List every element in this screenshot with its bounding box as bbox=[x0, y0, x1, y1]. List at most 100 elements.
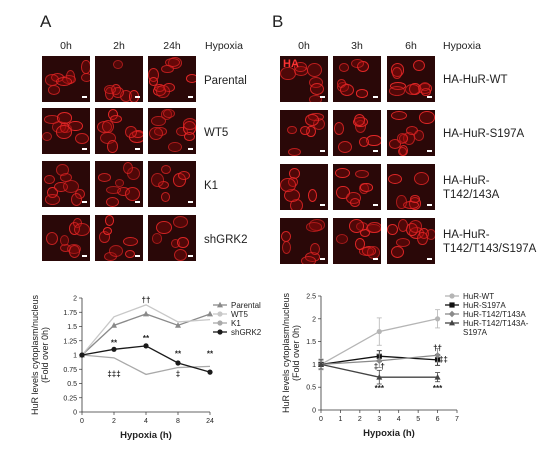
cell-blob bbox=[340, 84, 354, 97]
cell-blob bbox=[151, 233, 163, 245]
cell-blob bbox=[167, 141, 182, 153]
y-tick-label: 1 bbox=[312, 362, 316, 369]
row-label-line: T142/T143/S197A bbox=[443, 243, 537, 255]
cell-blob bbox=[413, 130, 425, 142]
ha-stain-label: HA bbox=[283, 58, 299, 70]
data-point bbox=[434, 373, 441, 380]
micrograph bbox=[387, 164, 435, 210]
cell-blob bbox=[123, 161, 134, 174]
cell-blob bbox=[335, 167, 351, 179]
data-point bbox=[175, 322, 181, 328]
cell-blob bbox=[104, 84, 117, 95]
significance-mark: ** bbox=[143, 334, 150, 343]
cell-blob bbox=[398, 147, 408, 156]
cell-blob bbox=[309, 95, 323, 102]
cell-blob bbox=[73, 223, 90, 236]
y-tick-label: 1.5 bbox=[306, 339, 316, 346]
x-tick-label: 6 bbox=[436, 416, 440, 423]
significance-mark: ** bbox=[111, 338, 118, 347]
x-tick-label: 0 bbox=[319, 416, 323, 423]
legend-label: shGRK2 bbox=[231, 328, 262, 337]
panel-b-hypoxia-title: Hypoxia bbox=[443, 40, 481, 52]
micrograph bbox=[280, 110, 328, 156]
micrograph bbox=[333, 56, 381, 102]
micrograph bbox=[95, 215, 143, 261]
y-tick-label: 0.25 bbox=[63, 395, 77, 402]
micrograph bbox=[42, 108, 90, 154]
micrograph bbox=[387, 218, 435, 264]
x-tick-label: 3 bbox=[377, 416, 381, 423]
panel-a-col-1: 2h bbox=[113, 40, 125, 52]
cell-blob bbox=[107, 140, 118, 153]
cell-blob bbox=[336, 233, 349, 244]
micrograph bbox=[333, 218, 381, 264]
cell-blob bbox=[124, 249, 135, 258]
x-tick-label: 7 bbox=[455, 416, 459, 423]
legend-label: WT5 bbox=[231, 310, 248, 319]
significance-mark: ‡‡‡ bbox=[107, 370, 120, 379]
cell-blob bbox=[355, 169, 369, 178]
series bbox=[317, 348, 441, 370]
data-point bbox=[376, 328, 382, 335]
cell-blob bbox=[123, 237, 138, 247]
cell-blob bbox=[413, 172, 429, 185]
micrograph bbox=[95, 108, 143, 154]
data-point bbox=[448, 310, 456, 318]
panel-b-col-1: 3h bbox=[351, 40, 363, 52]
cell-blob bbox=[398, 218, 409, 232]
cell-blob bbox=[104, 215, 115, 227]
cell-blob bbox=[353, 113, 365, 126]
cell-blob bbox=[359, 183, 374, 192]
row-label-shgrk2: shGRK2 bbox=[204, 234, 248, 246]
row-label-line: HA-HuR- bbox=[443, 229, 490, 241]
series-line bbox=[81, 304, 211, 356]
micrograph bbox=[95, 161, 143, 207]
y-tick-label: 2 bbox=[312, 316, 316, 323]
cell-blob bbox=[337, 140, 352, 153]
data-point bbox=[217, 301, 223, 308]
x-tick-label: 4 bbox=[397, 416, 401, 423]
cell-blob bbox=[387, 224, 399, 236]
cell-blob bbox=[280, 66, 296, 81]
cell-blob bbox=[75, 133, 89, 145]
row-label-wt5: WT5 bbox=[204, 127, 229, 139]
significance-mark: †† bbox=[142, 296, 151, 305]
data-point bbox=[79, 352, 85, 358]
y-axis-title: HuR levels cytoplasm/nucleus bbox=[281, 292, 291, 413]
data-point bbox=[175, 360, 181, 366]
x-tick-label: 24 bbox=[206, 418, 214, 425]
cell-blob bbox=[162, 109, 175, 119]
y-tick-label: 0.5 bbox=[306, 385, 316, 392]
series bbox=[81, 304, 211, 356]
y-tick-label: 2.5 bbox=[306, 294, 316, 301]
significance-mark: *** bbox=[375, 384, 385, 393]
x-tick-label: 2 bbox=[358, 416, 362, 423]
chart-b: 0 0.5 1 1.5 2 2.5 0 1 2 3 4 5 6 7 Hypoxia (h) HuR level… bbox=[281, 292, 529, 439]
cell-blob bbox=[404, 84, 421, 96]
row-label-k1: K1 bbox=[204, 180, 219, 192]
cell-blob bbox=[44, 174, 55, 185]
y-axis-title: HuR levels cytoplasm/nucleus bbox=[30, 294, 40, 415]
cell-blob bbox=[172, 215, 188, 228]
cell-blob bbox=[419, 82, 430, 91]
panel-a-col-0: 0h bbox=[60, 40, 72, 52]
y-tick-label: 0 bbox=[312, 408, 316, 415]
significance-mark: ** bbox=[207, 350, 214, 359]
cell-blob bbox=[68, 245, 81, 259]
cell-blob bbox=[366, 246, 380, 259]
data-point bbox=[143, 310, 149, 317]
row-label-line: HA-HuR- bbox=[443, 175, 490, 187]
row-label-line: HA-HuR-WT bbox=[443, 74, 508, 86]
data-point bbox=[449, 319, 455, 326]
cell-blob bbox=[185, 74, 196, 83]
cell-blob bbox=[109, 245, 124, 258]
row-label-parental: Parental bbox=[204, 75, 247, 87]
cell-blob bbox=[105, 196, 120, 207]
data-point bbox=[207, 369, 213, 375]
cell-blob bbox=[396, 195, 407, 209]
cell-blob bbox=[359, 228, 371, 237]
cell-blob bbox=[397, 133, 408, 144]
cell-blob bbox=[56, 112, 72, 124]
cell-blob bbox=[80, 73, 90, 83]
cell-blob bbox=[391, 67, 403, 79]
